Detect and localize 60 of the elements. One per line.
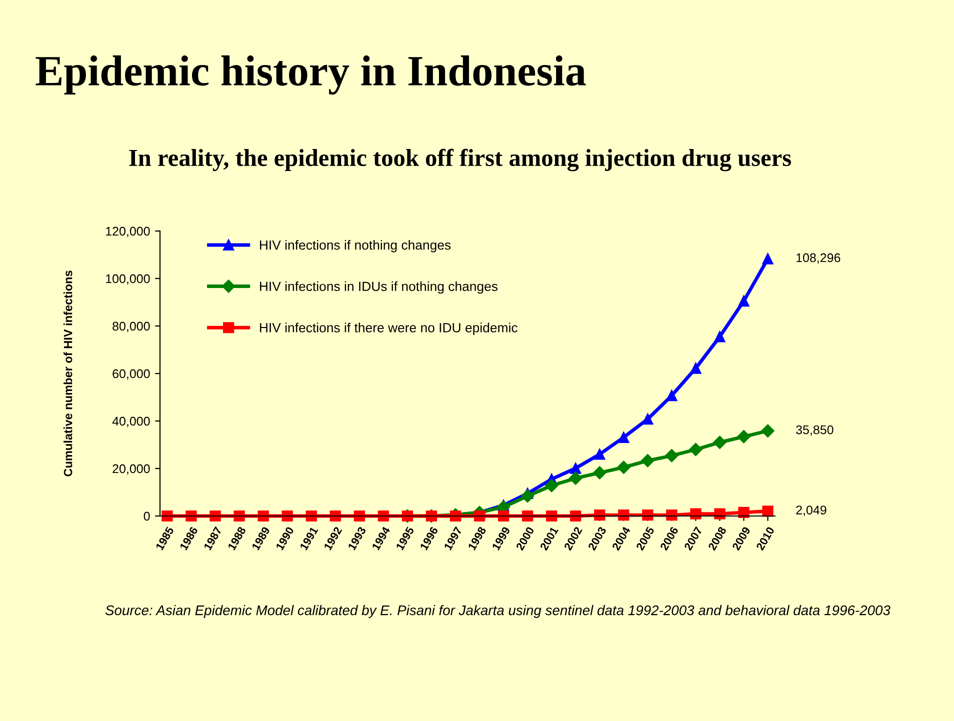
annotation: 108,296 bbox=[796, 253, 840, 264]
point bbox=[666, 509, 678, 521]
point bbox=[569, 472, 582, 485]
point bbox=[330, 510, 341, 522]
point bbox=[282, 510, 293, 522]
y-tick-label: 100,000 bbox=[106, 274, 150, 285]
point bbox=[618, 432, 630, 443]
y-axis-title: Cumulative number of HIV infections bbox=[64, 270, 72, 476]
point bbox=[618, 509, 630, 521]
point bbox=[520, 489, 534, 503]
point bbox=[642, 509, 654, 521]
point bbox=[522, 510, 534, 522]
point bbox=[594, 448, 606, 460]
chart-subtitle: In reality, the epidemic took off first among injection drug users bbox=[129, 148, 792, 172]
annotation: 35,850 bbox=[796, 425, 834, 436]
legend-label: HIV infections if there were no IDU epidemic bbox=[260, 322, 518, 335]
point bbox=[641, 454, 654, 468]
y-tick-label: 40,000 bbox=[112, 416, 150, 428]
point bbox=[666, 390, 678, 402]
point bbox=[570, 510, 582, 522]
point bbox=[738, 296, 750, 307]
point bbox=[570, 462, 582, 474]
point bbox=[714, 331, 726, 342]
point bbox=[761, 424, 774, 438]
point bbox=[642, 414, 654, 425]
point bbox=[474, 510, 486, 522]
point bbox=[258, 510, 269, 522]
point bbox=[690, 508, 702, 520]
legend-label: HIV infections if nothing changes bbox=[260, 240, 451, 252]
point bbox=[617, 460, 630, 474]
y-tick-label: 60,000 bbox=[112, 369, 150, 380]
legend-label: HIV infections in IDUs if nothing changes bbox=[260, 281, 498, 294]
source-note: Source: Asian Epidemic Model calibrated by E. Pisani for Jakarta using sentinel data 1992-2003 and behavioral data 1996-2003 bbox=[105, 605, 890, 618]
point bbox=[498, 510, 510, 522]
point bbox=[210, 510, 221, 522]
point bbox=[594, 509, 606, 521]
point bbox=[713, 436, 726, 449]
point bbox=[546, 510, 558, 522]
point bbox=[737, 430, 750, 444]
point bbox=[738, 506, 750, 518]
point bbox=[544, 479, 558, 492]
point bbox=[762, 253, 774, 264]
y-tick-label: 0 bbox=[144, 512, 150, 521]
point bbox=[354, 510, 365, 522]
point bbox=[665, 449, 678, 462]
point bbox=[690, 362, 702, 374]
point bbox=[714, 508, 726, 520]
annotation: 2,049 bbox=[796, 506, 826, 516]
point bbox=[762, 506, 774, 517]
point bbox=[186, 510, 197, 522]
y-tick-label: 80,000 bbox=[112, 322, 150, 332]
chart-title: Epidemic history in Indonesia bbox=[36, 55, 586, 95]
y-tick-label: 20,000 bbox=[112, 464, 150, 475]
point bbox=[162, 510, 173, 522]
point bbox=[306, 510, 317, 522]
point bbox=[378, 510, 389, 522]
point bbox=[234, 510, 245, 522]
point bbox=[593, 466, 606, 480]
y-tick-label: 120,000 bbox=[106, 226, 150, 238]
point bbox=[689, 442, 702, 456]
